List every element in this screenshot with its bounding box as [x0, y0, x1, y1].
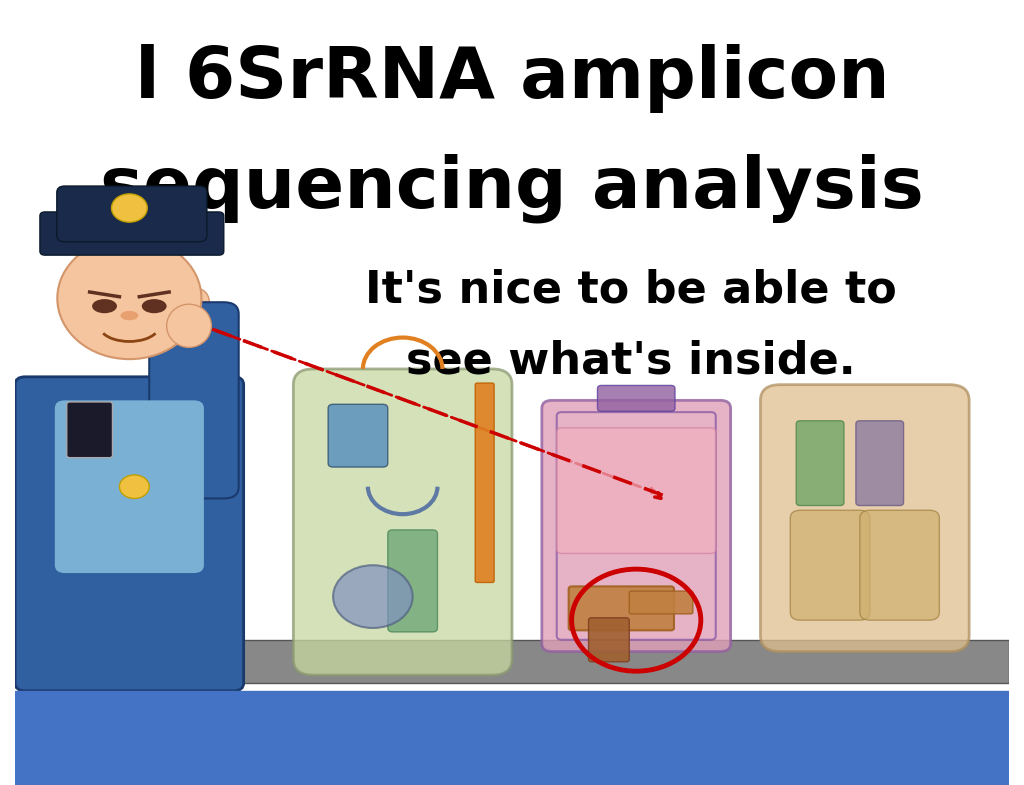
FancyBboxPatch shape: [860, 510, 939, 620]
FancyBboxPatch shape: [797, 421, 844, 506]
Circle shape: [120, 475, 150, 498]
FancyBboxPatch shape: [630, 591, 693, 614]
FancyBboxPatch shape: [542, 400, 731, 652]
FancyBboxPatch shape: [597, 385, 675, 411]
Text: sequencing analysis: sequencing analysis: [100, 154, 924, 223]
FancyBboxPatch shape: [557, 428, 716, 553]
FancyBboxPatch shape: [56, 186, 207, 242]
FancyBboxPatch shape: [293, 369, 512, 675]
FancyBboxPatch shape: [328, 404, 388, 467]
Circle shape: [112, 194, 147, 222]
Text: l 6SrRNA amplicon: l 6SrRNA amplicon: [135, 44, 889, 113]
FancyBboxPatch shape: [856, 421, 903, 506]
Ellipse shape: [121, 311, 138, 320]
Ellipse shape: [57, 237, 202, 360]
Text: see what's inside.: see what's inside.: [407, 340, 856, 382]
FancyBboxPatch shape: [150, 302, 239, 498]
FancyBboxPatch shape: [589, 618, 630, 662]
FancyBboxPatch shape: [15, 377, 244, 691]
FancyBboxPatch shape: [761, 385, 969, 652]
Bar: [233, 640, 1009, 683]
FancyBboxPatch shape: [475, 383, 495, 582]
Bar: [15, 691, 1009, 785]
Circle shape: [333, 565, 413, 628]
Ellipse shape: [167, 305, 211, 347]
FancyBboxPatch shape: [55, 400, 204, 573]
Ellipse shape: [141, 299, 167, 313]
FancyBboxPatch shape: [791, 510, 869, 620]
Ellipse shape: [92, 299, 117, 313]
Text: It's nice to be able to: It's nice to be able to: [366, 269, 897, 312]
FancyBboxPatch shape: [568, 586, 674, 630]
FancyBboxPatch shape: [40, 212, 224, 255]
FancyBboxPatch shape: [67, 402, 113, 458]
FancyBboxPatch shape: [388, 530, 437, 632]
Ellipse shape: [184, 289, 209, 316]
